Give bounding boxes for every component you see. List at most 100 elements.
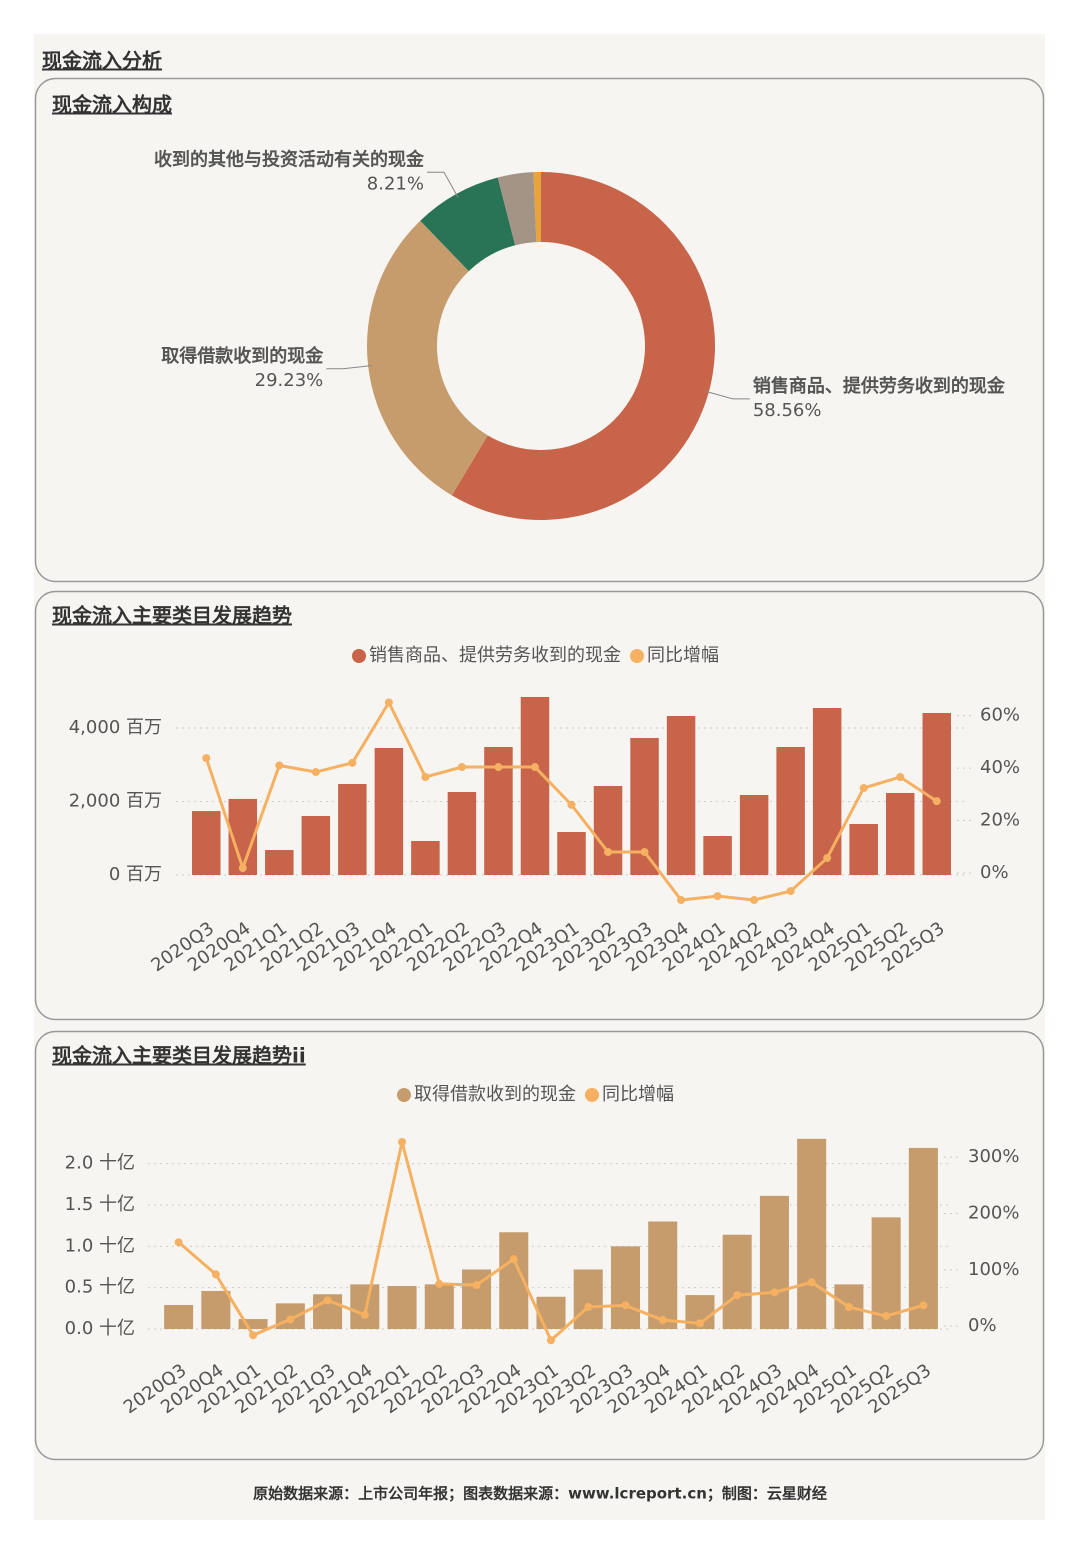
line-point	[249, 1331, 258, 1340]
line-point	[275, 761, 284, 770]
line-point	[238, 864, 247, 873]
line-point	[919, 1301, 928, 1310]
line-point	[435, 1279, 444, 1288]
line-point	[658, 1315, 667, 1324]
bar	[812, 708, 842, 875]
bar	[265, 850, 294, 875]
y-tick-label: 4,000 百万	[69, 717, 162, 738]
slice-value: 58.56%	[753, 400, 822, 421]
bar	[557, 832, 586, 875]
legend-label: 同比增幅	[602, 1084, 674, 1105]
bar	[536, 1296, 566, 1329]
slice-label: 收到的其他与投资活动有关的现金	[154, 148, 425, 170]
legend-marker	[630, 649, 644, 663]
bar	[338, 784, 367, 875]
bar	[759, 1195, 789, 1329]
y2-tick-label: 0%	[968, 1315, 997, 1336]
line-point	[311, 768, 320, 777]
slice-value: 29.23%	[255, 370, 324, 391]
line-point	[286, 1315, 295, 1324]
leader-line	[426, 171, 459, 198]
y2-tick-label: 200%	[968, 1202, 1019, 1223]
bar	[424, 1284, 454, 1329]
legend-marker	[585, 1088, 599, 1102]
line-point	[604, 848, 613, 857]
line-point	[421, 773, 430, 782]
line-point	[640, 848, 649, 857]
line-point	[509, 1255, 518, 1264]
bar	[739, 794, 769, 875]
line-point	[174, 1238, 183, 1247]
source-note: 原始数据来源：上市公司年报；图表数据来源：www.lcreport.cn；制图：…	[253, 1485, 827, 1503]
bar	[447, 791, 477, 875]
bar	[374, 747, 404, 875]
bar	[164, 1305, 194, 1329]
line-point	[384, 698, 393, 707]
line-point	[733, 1291, 742, 1300]
leader-line	[326, 364, 373, 370]
y2-tick-label: 0%	[980, 862, 1009, 883]
bar	[610, 1246, 640, 1329]
line-point	[896, 773, 905, 782]
line-point	[823, 854, 832, 863]
line-point	[472, 1281, 481, 1290]
y2-tick-label: 300%	[968, 1146, 1019, 1167]
bar	[908, 1147, 938, 1329]
y-tick-label: 1.0 十亿	[65, 1235, 135, 1256]
pie-slice	[497, 172, 537, 246]
bar	[192, 811, 221, 875]
line-point	[584, 1303, 593, 1312]
y-tick-label: 1.5 十亿	[65, 1194, 135, 1215]
y2-tick-label: 100%	[968, 1259, 1019, 1280]
bar	[301, 816, 331, 875]
panel-title: 现金流入主要类目发展趋势ii	[52, 1044, 306, 1068]
bar	[201, 1290, 231, 1329]
bar	[238, 1319, 268, 1329]
line-point	[750, 896, 759, 905]
line-point	[494, 763, 503, 772]
bar	[520, 696, 550, 875]
bar	[849, 823, 878, 875]
slice-value: 8.21%	[367, 173, 424, 194]
pie-slice	[451, 172, 715, 520]
bar	[703, 836, 732, 875]
line-point	[932, 797, 941, 806]
pie-slice	[533, 172, 541, 243]
line-point	[713, 892, 722, 901]
y2-tick-label: 60%	[980, 705, 1020, 726]
bar	[350, 1284, 380, 1329]
bar	[871, 1217, 901, 1329]
line-point	[786, 887, 795, 896]
line-point	[211, 1270, 220, 1279]
line-point	[695, 1319, 704, 1328]
legend-label: 销售商品、提供劳务收到的现金	[369, 645, 621, 666]
pie-slice	[366, 220, 488, 496]
pie-slice	[420, 177, 516, 272]
panel-title: 现金流入主要类目发展趋势	[52, 604, 292, 628]
line-point	[457, 763, 466, 772]
line-point	[770, 1288, 779, 1297]
line-point	[323, 1296, 332, 1305]
line-point	[360, 1310, 369, 1319]
line-point	[807, 1278, 816, 1287]
panel	[34, 1030, 1045, 1461]
bar	[722, 1234, 752, 1329]
line-point	[398, 1137, 407, 1146]
line-point	[677, 896, 686, 905]
bar	[648, 1221, 678, 1329]
slice-label: 销售商品、提供劳务收到的现金	[753, 375, 1006, 397]
line-point	[621, 1301, 630, 1310]
leader-line	[704, 390, 750, 400]
slice-label: 取得借款收到的现金	[161, 345, 324, 367]
page-title: 现金流入分析	[42, 49, 162, 73]
y-tick-label: 0.0 十亿	[65, 1318, 135, 1339]
line-point	[547, 1336, 555, 1345]
y-tick-label: 0 百万	[109, 864, 162, 885]
bar	[411, 841, 440, 875]
bar	[797, 1138, 827, 1329]
line-point	[567, 800, 576, 809]
legend-marker	[352, 649, 366, 663]
bar	[573, 1269, 603, 1329]
y-tick-label: 2.0 十亿	[65, 1153, 135, 1174]
